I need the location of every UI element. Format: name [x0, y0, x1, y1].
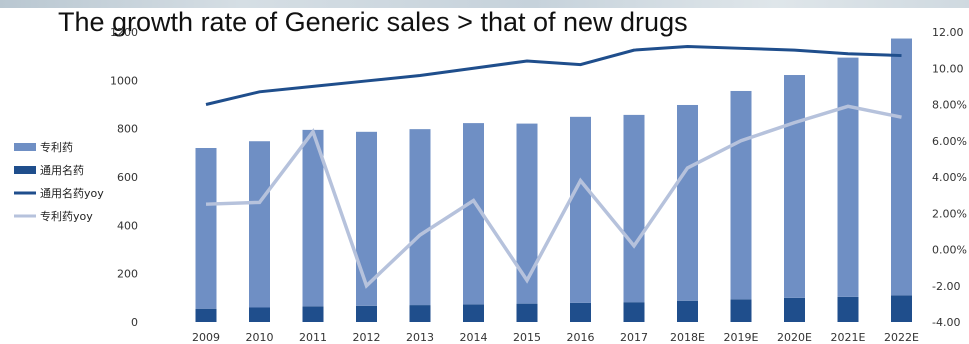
bar-patent-drug	[623, 114, 645, 303]
bar-series	[195, 38, 912, 322]
right-axis-tick-label: -2.00	[932, 280, 960, 293]
bar-patent-drug	[195, 148, 217, 309]
right-axis-tick-label: 4.00%	[932, 171, 967, 184]
right-axis-tick-label: 10.00	[932, 62, 964, 75]
x-axis-tick-label: 2016	[567, 331, 595, 344]
x-axis-tick-label: 2022E	[884, 331, 919, 344]
right-axis-tick-label: -4.00	[932, 316, 960, 329]
left-axis-tick-label: 0	[131, 316, 138, 329]
legend-label: 通用名药yoy	[40, 186, 104, 200]
bar-generic-drug	[570, 302, 591, 322]
right-axis-tick-label: 0.00%	[932, 244, 967, 257]
x-axis-tick-label: 2019E	[724, 331, 759, 344]
bar-generic-drug	[837, 296, 859, 322]
right-axis-tick-label: 12.00	[932, 26, 964, 39]
bar-patent-drug	[891, 38, 912, 296]
bar-patent-drug	[516, 123, 538, 304]
bar-generic-drug	[623, 302, 645, 322]
bar-patent-drug	[409, 129, 431, 306]
bar-generic-drug	[891, 295, 912, 322]
right-axis-tick-label: 6.00%	[932, 135, 967, 148]
x-axis-tick-label: 2015	[513, 331, 541, 344]
bar-patent-drug	[302, 129, 324, 307]
left-axis-tick-label: 1000	[110, 74, 138, 87]
bar-generic-drug	[677, 300, 698, 322]
left-axis-tick-label: 400	[117, 219, 138, 232]
x-axis-tick-label: 2010	[246, 331, 274, 344]
legend-swatch	[14, 166, 36, 174]
legend-label: 通用名药	[40, 163, 84, 177]
bar-generic-drug	[516, 303, 538, 322]
x-axis-tick-label: 2020E	[777, 331, 812, 344]
x-axis-tick-label: 2012	[353, 331, 381, 344]
bar-generic-drug	[730, 299, 752, 322]
bar-generic-drug	[784, 297, 805, 322]
bar-generic-drug	[409, 305, 431, 322]
line-patent-yoy	[205, 104, 902, 289]
right-axis-tick-label: 8.00%	[932, 99, 967, 112]
legend-label: 专利药	[40, 140, 73, 154]
left-axis-ticks: 0 200 400 600 800 1000 1200	[110, 26, 138, 329]
chart-title: The growth rate of Generic sales > that …	[58, 7, 688, 37]
legend-label: 专利药yoy	[40, 209, 93, 223]
line-generic-yoy	[205, 44, 902, 106]
bar-generic-drug	[302, 306, 324, 322]
left-axis-tick-label: 600	[117, 171, 138, 184]
bar-patent-drug	[463, 123, 484, 305]
bar-generic-drug	[249, 307, 270, 322]
bar-generic-drug	[195, 308, 217, 322]
x-axis-ticks: 2009 2010 2011 2012 2013 2014 2015 2016 2017 2018…	[192, 331, 919, 344]
top-decorative-band	[0, 0, 969, 8]
bar-patent-drug	[784, 75, 805, 298]
x-axis-tick-label: 2014	[460, 331, 488, 344]
right-axis-tick-label: 2.00%	[932, 207, 967, 220]
legend-swatch	[14, 143, 36, 151]
bar-patent-drug	[356, 131, 377, 306]
bar-patent-drug	[837, 57, 859, 297]
bar-patent-drug	[249, 141, 270, 308]
x-axis-tick-label: 2011	[299, 331, 327, 344]
bar-patent-drug	[570, 116, 591, 303]
left-axis-tick-label: 1200	[110, 26, 138, 39]
x-axis-tick-label: 2013	[406, 331, 434, 344]
line-series	[205, 44, 902, 289]
bar-generic-drug	[356, 305, 377, 322]
left-axis-tick-label: 200	[117, 268, 138, 281]
bar-patent-drug	[677, 104, 698, 301]
x-axis-tick-label: 2009	[192, 331, 220, 344]
left-axis-tick-label: 800	[117, 123, 138, 136]
bar-patent-drug	[730, 90, 752, 300]
x-axis-tick-label: 2017	[620, 331, 648, 344]
x-axis-tick-label: 2021E	[831, 331, 866, 344]
x-axis-tick-label: 2018E	[670, 331, 705, 344]
right-axis-ticks: -4.00 -2.00 0.00% 2.00% 4.00% 6.00% 8.00% 10.00…	[932, 26, 967, 329]
bar-generic-drug	[463, 304, 484, 322]
